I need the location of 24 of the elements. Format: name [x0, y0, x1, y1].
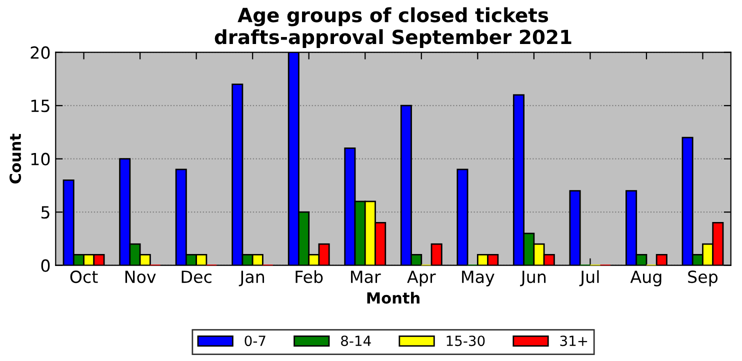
x-tick-label: Mar [351, 270, 381, 284]
legend-label: 31+ [560, 336, 588, 346]
x-tick-label: Feb [296, 270, 323, 284]
x-tick-label: Nov [125, 270, 156, 284]
x-axis-title: Month [367, 292, 420, 304]
x-tick-label: Jul [579, 270, 599, 286]
y-tick-label: 0 [41, 259, 50, 272]
x-tick-label: May [462, 270, 494, 286]
x-tick-label: Jan [238, 270, 264, 286]
x-tick-label: Jun [520, 270, 546, 286]
y-tick-label: 15 [31, 100, 50, 112]
x-tick-label: Oct [70, 270, 98, 284]
y-tick-label: 20 [30, 46, 50, 59]
y-tick-label: 10 [31, 152, 50, 166]
legend-label: 8-14 [341, 336, 371, 346]
legend-label: 0-7 [244, 336, 266, 346]
y-tick-label: 5 [41, 206, 50, 219]
y-axis-title: Count [10, 134, 22, 184]
x-tick-label: Sep [688, 270, 718, 286]
x-tick-label: Aug [630, 270, 662, 286]
x-tick-label: Dec [182, 270, 212, 284]
x-tick-label: Apr [407, 270, 436, 286]
legend-label: 15-30 [446, 336, 485, 346]
chart-title: Age groups of closed tickets drafts-approval September 2021 [214, 7, 572, 48]
